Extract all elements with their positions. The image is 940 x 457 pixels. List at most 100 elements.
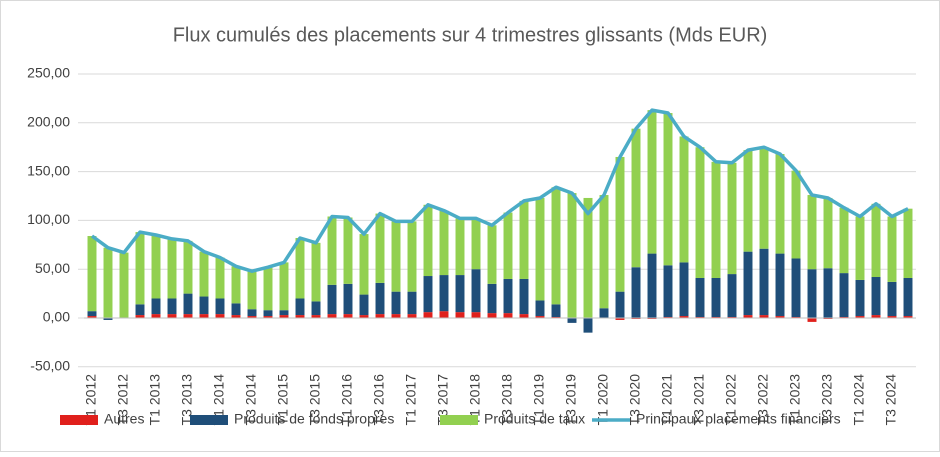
bar [135,232,145,305]
bar [151,314,161,318]
bar [791,170,801,259]
bar [711,161,721,278]
bar [215,257,225,299]
bar [503,212,513,279]
bar [439,275,449,312]
bar [615,156,625,292]
bar [903,316,913,318]
x-tick-label: T1 2012 [83,374,99,426]
bar [375,213,385,283]
bar [567,193,577,318]
bar [519,278,529,315]
bar [615,291,625,318]
bar [455,312,465,318]
bar [839,273,849,318]
bar [631,267,641,318]
bar [231,266,241,304]
x-tick-label: T3 2018 [499,374,515,426]
bar [407,314,417,318]
bar [359,294,369,316]
bar [183,314,193,318]
bar [279,315,289,318]
bar [103,247,113,318]
bar [231,303,241,316]
bar [759,315,769,318]
bar [311,301,321,316]
bar [567,318,577,323]
bar [295,237,305,299]
bar [775,253,785,317]
bar [663,113,673,266]
bar [839,207,849,274]
overlay: Autres Produits de fonds propres Produits … [60,108,916,427]
bar [823,197,833,269]
bar [359,234,369,295]
bar [711,277,721,318]
bar [823,268,833,318]
y-tick-label: 250,00 [27,65,70,81]
bar [503,313,513,318]
x-tick-label: T1 2015 [275,374,291,426]
bar [903,208,913,278]
bar [471,218,481,270]
bar [871,315,881,318]
y-tick-label: 50,00 [35,260,70,276]
bar [119,252,129,318]
bar [327,216,337,285]
bar [727,162,737,275]
x-tick-label: T3 2017 [435,374,451,426]
bar [631,128,641,268]
bar [871,203,881,278]
bar [903,277,913,317]
x-tick-label: T1 2023 [787,374,803,426]
bar [743,315,753,318]
bar [327,284,337,315]
bar [151,298,161,315]
bar [199,251,209,297]
x-tick-label: T3 2013 [179,374,195,426]
y-tick-label: 100,00 [27,211,70,227]
bar [423,312,433,318]
x-tick-label: T1 2016 [339,374,355,426]
x-tick-label: T1 2020 [595,374,611,426]
bar [263,316,273,318]
legend-swatch [190,415,228,425]
x-tick-label: T1 2022 [723,374,739,426]
bar [887,316,897,318]
bar [487,283,497,314]
bar [455,275,465,313]
bar [855,279,865,317]
bar [311,315,321,318]
legend-swatch [440,415,478,425]
line [90,108,909,273]
bar [87,236,97,312]
bar [487,225,497,284]
x-tick-label: T3 2022 [755,374,771,426]
y-tick-label: 0,00 [43,309,70,325]
bar [87,311,97,317]
y-tick-label: -50,00 [30,358,70,374]
bar [535,300,545,317]
bar [183,293,193,315]
bar [439,311,449,318]
bar [263,267,273,311]
bar [743,150,753,252]
x-tick-label: T3 2021 [691,374,707,426]
bar [247,309,257,317]
bar [423,276,433,313]
bar [151,235,161,299]
bar [487,313,497,318]
bar [215,298,225,315]
x-tick-label: T3 2020 [627,374,643,426]
x-tick-label: T3 2019 [563,374,579,426]
bar [279,262,289,311]
x-tick-label: T3 2024 [883,374,899,426]
x-tick-label: T1 2014 [211,374,227,426]
bar [503,278,513,314]
x-tick-label: T3 2014 [243,374,259,426]
x-tick-label: T1 2013 [147,374,163,426]
bar [231,315,241,318]
bar [471,312,481,318]
bar [343,283,353,315]
bar [103,318,113,320]
